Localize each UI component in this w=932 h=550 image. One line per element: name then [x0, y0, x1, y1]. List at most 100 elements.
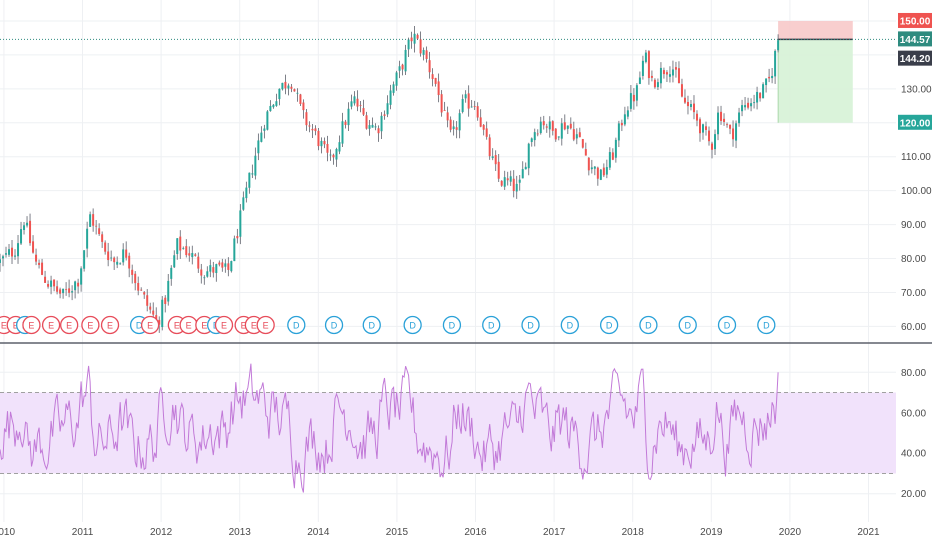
dividend-marker[interactable]: D	[324, 315, 344, 335]
candle-body	[774, 50, 777, 77]
event-circle[interactable]	[717, 315, 737, 335]
rsi-y-tick-label: 60.00	[901, 408, 926, 419]
candle-body	[542, 121, 545, 126]
dividend-marker[interactable]: D	[442, 315, 462, 335]
candle-body	[662, 70, 665, 75]
candle-body	[512, 178, 515, 192]
dividend-marker[interactable]: D	[482, 315, 501, 335]
price-tag: 150.00	[898, 12, 932, 28]
candle-body	[98, 228, 101, 235]
rsi-series	[0, 363, 779, 493]
event-circle[interactable]	[41, 315, 61, 335]
dividend-marker[interactable]: D	[521, 315, 540, 335]
event-circle[interactable]	[482, 315, 501, 335]
candle-body	[449, 119, 452, 130]
earnings-marker[interactable]: E	[60, 315, 79, 335]
dividend-marker[interactable]: D	[639, 315, 658, 335]
candle-body	[617, 123, 620, 141]
event-circle[interactable]	[403, 315, 422, 335]
dividend-marker[interactable]: D	[560, 315, 579, 335]
candle-body	[395, 72, 398, 86]
dividend-marker[interactable]: D	[599, 315, 619, 335]
event-circle[interactable]	[256, 315, 275, 335]
candle-body	[332, 154, 335, 158]
x-tick-label: 2017	[543, 527, 566, 538]
candle-body	[467, 93, 470, 109]
dividend-marker[interactable]: D	[757, 315, 776, 335]
candle-body	[765, 78, 768, 86]
event-circle[interactable]	[214, 315, 234, 335]
candle-body	[473, 106, 476, 107]
y-tick-label: 100.00	[901, 186, 932, 197]
candle-body	[656, 82, 659, 88]
earnings-marker[interactable]: E	[22, 315, 41, 335]
event-circle[interactable]	[287, 315, 306, 335]
axes: 60.00 70.00 80.00 90.00 100.00 110.00 130.00 20…	[0, 84, 932, 538]
earnings-marker[interactable]: E	[256, 315, 275, 335]
candle-body	[482, 124, 485, 130]
x-tick-label: 2019	[700, 527, 723, 538]
candle-body	[398, 66, 401, 71]
event-circle[interactable]	[442, 315, 462, 335]
candle-body	[44, 276, 47, 283]
event-circle[interactable]	[60, 315, 79, 335]
earnings-marker[interactable]: E	[41, 315, 61, 335]
candle-body	[131, 269, 134, 275]
event-label: E	[186, 321, 192, 331]
event-markers[interactable]: EEDEEEEEDEEEEDEEEEDDDDDDDDDDDDD	[0, 315, 776, 335]
event-circle[interactable]	[560, 315, 579, 335]
candle-body	[692, 103, 695, 113]
event-circle[interactable]	[521, 315, 540, 335]
candle-body	[506, 178, 509, 181]
candle-body	[605, 167, 608, 175]
event-circle[interactable]	[639, 315, 658, 335]
candle-body	[744, 105, 747, 108]
dividend-marker[interactable]: D	[362, 315, 381, 335]
candle-body	[290, 86, 293, 89]
event-circle[interactable]	[100, 315, 120, 335]
candle-body	[140, 289, 143, 291]
earnings-marker[interactable]: E	[179, 315, 198, 335]
earnings-marker[interactable]: E	[81, 315, 100, 335]
candle-body	[179, 236, 182, 251]
position-tool[interactable]	[0, 20, 896, 123]
candle-body	[296, 92, 299, 94]
candle-body	[203, 277, 206, 279]
candle-body	[509, 176, 512, 182]
event-circle[interactable]	[599, 315, 619, 335]
event-circle[interactable]	[757, 315, 776, 335]
candle-body	[167, 280, 170, 302]
candle-body	[479, 117, 482, 127]
dividend-marker[interactable]: D	[678, 315, 697, 335]
earnings-marker[interactable]: E	[214, 315, 234, 335]
event-circle[interactable]	[140, 315, 160, 335]
stop-zone[interactable]	[778, 39, 853, 123]
event-label: D	[527, 321, 534, 331]
event-circle[interactable]	[362, 315, 381, 335]
candle-body	[587, 157, 590, 171]
candle-body	[680, 84, 683, 97]
price-tag-text: 150.00	[900, 16, 931, 27]
event-circle[interactable]	[678, 315, 697, 335]
candle-body	[323, 140, 326, 145]
candle-body	[422, 49, 425, 55]
earnings-marker[interactable]: E	[100, 315, 120, 335]
dividend-marker[interactable]: D	[717, 315, 737, 335]
candle-body	[747, 102, 750, 108]
candle-body	[245, 187, 248, 199]
event-circle[interactable]	[81, 315, 100, 335]
candle-body	[608, 152, 611, 168]
price-tag: 144.57	[898, 31, 932, 47]
earnings-marker[interactable]: E	[140, 315, 160, 335]
candle-body	[266, 111, 269, 130]
dividend-marker[interactable]: D	[403, 315, 422, 335]
candle-body	[659, 67, 662, 84]
candle-body	[191, 253, 194, 258]
candle-body	[392, 84, 395, 93]
event-circle[interactable]	[22, 315, 41, 335]
event-circle[interactable]	[324, 315, 344, 335]
candle-body	[584, 149, 587, 156]
target-zone[interactable]	[778, 20, 853, 40]
dividend-marker[interactable]: D	[287, 315, 306, 335]
